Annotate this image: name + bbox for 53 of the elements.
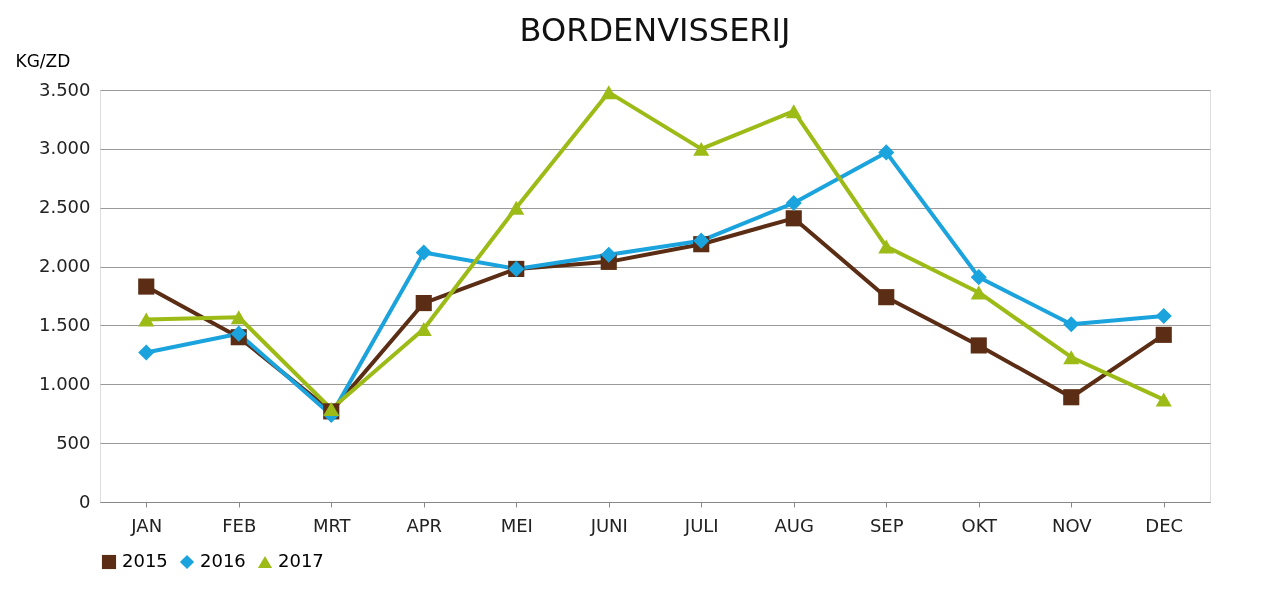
point <box>415 244 432 261</box>
legend-label: 2017 <box>278 550 324 571</box>
point <box>323 402 340 416</box>
x-tick-label: DEC <box>1145 514 1184 536</box>
point <box>878 144 895 161</box>
point <box>785 194 802 212</box>
point <box>1155 392 1172 407</box>
point <box>970 285 987 300</box>
point <box>1063 350 1080 365</box>
x-tick-label: MRT <box>312 514 352 536</box>
point <box>138 312 155 327</box>
x-tick-label: FEB <box>222 514 257 536</box>
y-tick-label: 2.000 <box>38 255 91 277</box>
x-tick-label: JUNI <box>589 514 628 536</box>
point <box>970 337 987 354</box>
x-tick-label: MEI <box>500 514 533 536</box>
legend-label: 2015 <box>122 550 168 571</box>
legend-label: 2016 <box>200 550 246 571</box>
x-tick-label: OKT <box>961 514 999 536</box>
point <box>693 232 710 249</box>
point <box>138 278 155 295</box>
point <box>600 85 617 100</box>
point <box>600 246 617 263</box>
y-tick-label: 3.500 <box>38 78 91 100</box>
point <box>785 104 802 119</box>
y-tick-label: 2.500 <box>38 196 91 218</box>
point <box>1063 389 1080 406</box>
y-tick-label: 0 <box>79 490 91 512</box>
y-tick-label: 3.000 <box>38 137 91 159</box>
x-tick-label: SEP <box>869 514 904 536</box>
x-tick-label: JULI <box>683 514 719 536</box>
chart-title: BORDENVISSERIJ <box>519 11 791 49</box>
point <box>508 200 525 215</box>
point <box>970 269 987 286</box>
point <box>878 239 895 254</box>
point <box>878 289 895 306</box>
point <box>230 325 247 342</box>
y-tick-label: 500 <box>56 431 91 453</box>
point <box>138 344 155 361</box>
x-tick-label: AUG <box>774 514 814 536</box>
point <box>1155 326 1172 343</box>
point <box>1155 307 1172 325</box>
point <box>1063 316 1080 333</box>
x-tick-label: APR <box>406 514 443 536</box>
point <box>415 295 432 312</box>
y-tick-label: 1.500 <box>38 313 91 335</box>
point <box>693 141 710 156</box>
point <box>230 310 247 325</box>
x-tick-label: JAN <box>130 514 163 536</box>
point <box>785 210 802 227</box>
y-axis-title: KG/ZD <box>15 50 71 71</box>
y-tick-label: 1.000 <box>38 372 91 394</box>
x-tick-label: NOV <box>1051 514 1093 536</box>
